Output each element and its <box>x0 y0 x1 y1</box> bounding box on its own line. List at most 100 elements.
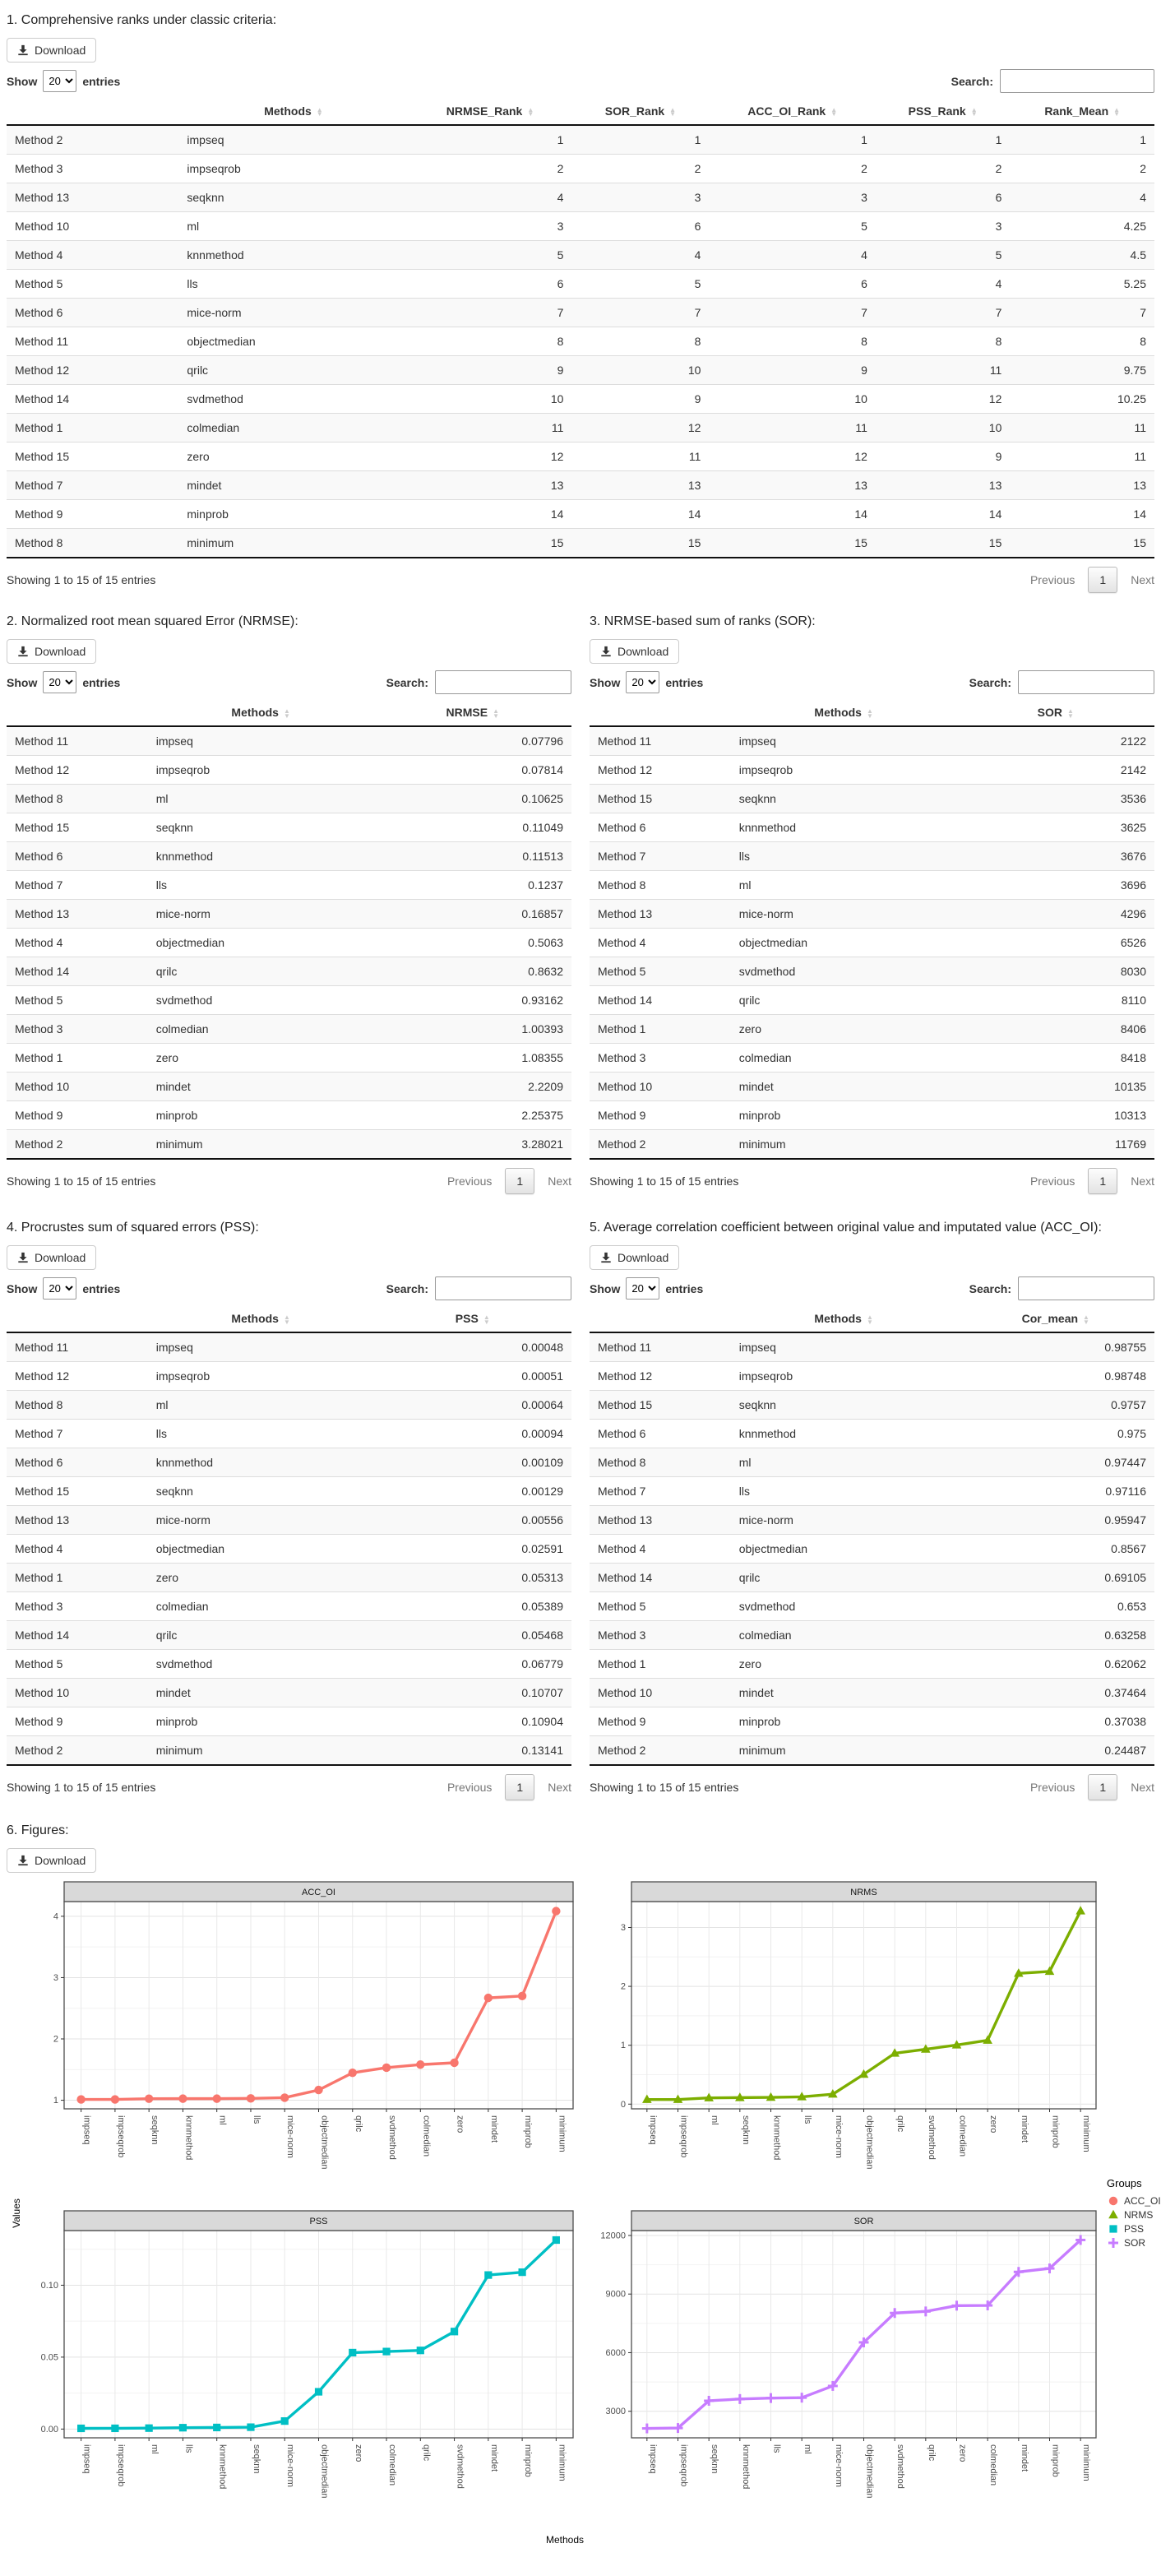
previous-button[interactable]: Previous <box>1029 1174 1075 1188</box>
table-row: Method 13 seqknn 4 3 3 6 4 <box>7 183 1154 212</box>
show-label: Show <box>7 675 38 689</box>
search-input[interactable] <box>1018 670 1154 695</box>
search-input[interactable] <box>1000 69 1154 94</box>
search-input[interactable] <box>435 670 571 695</box>
method-name: seqknn <box>147 1476 374 1506</box>
table-row: Method 9 minprob 10313 <box>590 1100 1154 1130</box>
download-button[interactable]: Download <box>7 1848 97 1874</box>
page-1-button[interactable]: 1 <box>505 1168 535 1195</box>
value-cell: 0.13141 <box>373 1735 571 1766</box>
page-length-select[interactable]: 20 <box>626 1277 660 1300</box>
next-button[interactable]: Next <box>548 1781 571 1795</box>
method-name: svdmethod <box>147 985 374 1015</box>
svg-text:PSS: PSS <box>309 2217 327 2226</box>
row-label: Method 10 <box>7 211 179 241</box>
value-cell: 12 <box>408 442 572 471</box>
download-button[interactable]: Download <box>590 1245 680 1271</box>
column-header-methods[interactable]: Methods ▲ ▼ <box>730 1307 957 1334</box>
page-length-select[interactable]: 20 <box>43 70 77 93</box>
column-header-pss[interactable]: PSS ▲ ▼ <box>373 1307 571 1334</box>
method-name: seqknn <box>147 813 374 842</box>
table-row: Method 1 zero 0.05313 <box>7 1563 571 1592</box>
column-header-acc_oi_rank[interactable]: ACC_OI_Rank ▲ ▼ <box>709 100 876 127</box>
column-header-methods[interactable]: Methods ▲ ▼ <box>178 100 409 127</box>
nrmse-table: Methods ▲ ▼ NRMSE ▲ ▼ Method 11 impseq 0.07796 Me… <box>7 701 571 1161</box>
value-cell: 3 <box>571 183 710 212</box>
column-header-methods[interactable]: Methods ▲ ▼ <box>147 701 374 728</box>
svg-text:mice-norm: mice-norm <box>834 2444 844 2487</box>
page-length-select[interactable]: 20 <box>43 1277 77 1300</box>
value-cell: 8 <box>875 327 1011 356</box>
svg-text:minimum: minimum <box>1081 2444 1091 2481</box>
chart-sor: SOR 3000 6000 9000 12000 impseq impseqrob seqkn… <box>594 2210 1103 2533</box>
column-header-nrmse_rank[interactable]: NRMSE_Rank ▲ ▼ <box>408 100 572 127</box>
column-header-sor_rank[interactable]: SOR_Rank ▲ ▼ <box>571 100 710 127</box>
page-1-button[interactable]: 1 <box>1088 1774 1118 1801</box>
column-header-blank[interactable] <box>590 701 731 728</box>
column-header-blank[interactable] <box>7 100 179 127</box>
next-button[interactable]: Next <box>548 1174 571 1188</box>
method-name: impseqrob <box>730 755 957 785</box>
column-header-nrmse[interactable]: NRMSE ▲ ▼ <box>373 701 571 728</box>
download-button[interactable]: Download <box>7 1245 97 1271</box>
column-header-pss_rank[interactable]: PSS_Rank ▲ ▼ <box>875 100 1011 127</box>
row-label: Method 15 <box>7 813 148 842</box>
value-cell: 2 <box>875 154 1011 183</box>
value-cell: 0.00048 <box>521 1341 563 1355</box>
column-header-methods[interactable]: Methods ▲ ▼ <box>147 1307 374 1334</box>
column-header-methods[interactable]: Methods ▲ ▼ <box>730 701 957 728</box>
ranks-table: Methods ▲ ▼ NRMSE_Rank ▲ ▼ SOR_Rank ▲ ▼ ACC_OI_Ra… <box>7 100 1154 559</box>
table-row: Method 9 minprob 14 14 14 14 14 <box>7 499 1154 529</box>
page-1-button[interactable]: 1 <box>505 1774 535 1801</box>
next-button[interactable]: Next <box>1131 1174 1154 1188</box>
svg-text:ml: ml <box>150 2444 160 2454</box>
value-cell: 0.05313 <box>373 1563 571 1592</box>
legend-item-nrms: NRMS <box>1107 2208 1161 2222</box>
row-label: Method 9 <box>590 1707 731 1736</box>
page-length-select[interactable]: 20 <box>626 671 660 694</box>
row-label: Method 3 <box>7 154 179 183</box>
row-label: Method 4 <box>7 928 148 957</box>
previous-button[interactable]: Previous <box>1029 1781 1075 1795</box>
row-label: Method 14 <box>7 384 179 414</box>
row-label: Method 14 <box>7 1620 148 1650</box>
column-header-sor[interactable]: SOR ▲ ▼ <box>956 701 1154 728</box>
table-row: Method 5 svdmethod 8030 <box>590 957 1154 986</box>
sort-icon: ▲ ▼ <box>527 105 534 118</box>
table-row: Method 7 lls 3676 <box>590 841 1154 871</box>
column-header-blank[interactable] <box>7 1307 148 1334</box>
value-cell: 0.11049 <box>373 813 571 842</box>
svg-text:0.10: 0.10 <box>41 2281 58 2291</box>
previous-button[interactable]: Previous <box>446 1174 493 1188</box>
search-input[interactable] <box>1018 1276 1154 1301</box>
previous-button[interactable]: Previous <box>446 1781 493 1795</box>
column-header-blank[interactable] <box>7 701 148 728</box>
download-button[interactable]: Download <box>590 639 680 665</box>
method-name: mindet <box>147 1072 374 1101</box>
column-header-blank[interactable] <box>590 1307 731 1334</box>
page-1-button[interactable]: 1 <box>1088 1168 1118 1195</box>
method-name: objectmedian <box>730 928 957 957</box>
value-cell: 0.98755 <box>1104 1341 1146 1355</box>
search-input[interactable] <box>435 1276 571 1301</box>
column-header-rank_mean[interactable]: Rank_Mean ▲ ▼ <box>1010 100 1154 127</box>
previous-button[interactable]: Previous <box>1029 573 1075 587</box>
value-cell: 3.28021 <box>373 1129 571 1160</box>
show-label: Show <box>590 675 621 689</box>
value-cell: 0.07796 <box>521 734 563 748</box>
column-header-cor_mean[interactable]: Cor_mean ▲ ▼ <box>956 1307 1154 1334</box>
page-length-select[interactable]: 20 <box>43 671 77 694</box>
next-button[interactable]: Next <box>1131 1781 1154 1795</box>
next-button[interactable]: Next <box>1131 573 1154 587</box>
download-button[interactable]: Download <box>7 639 97 665</box>
download-button[interactable]: Download <box>7 38 97 63</box>
value-cell: 0.9757 <box>956 1390 1154 1420</box>
value-cell: 8 <box>571 327 710 356</box>
sort-icon: ▲ ▼ <box>830 105 838 118</box>
method-name: mice-norm <box>147 899 374 929</box>
value-cell: 15 <box>1010 528 1154 558</box>
square-marker-icon <box>1109 2225 1117 2233</box>
page-1-button[interactable]: 1 <box>1088 567 1118 594</box>
download-label: Download <box>618 645 669 659</box>
method-name: knnmethod <box>147 841 374 871</box>
